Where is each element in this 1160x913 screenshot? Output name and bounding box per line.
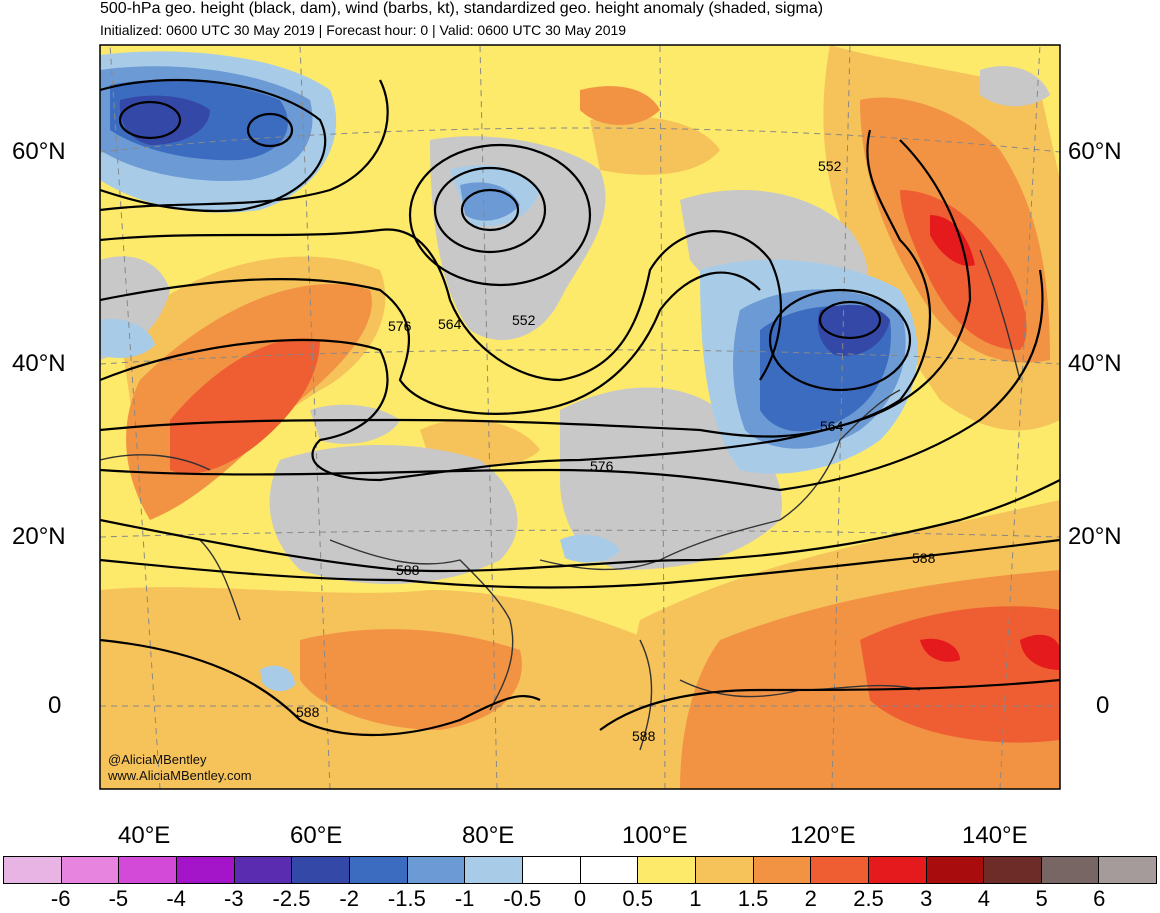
colorbar-segment	[292, 857, 350, 883]
colorbar-segment	[61, 857, 120, 883]
credit-handle: @AliciaMBentley	[108, 752, 207, 767]
colorbar-segment	[695, 857, 754, 883]
contour-label: 552	[818, 158, 842, 174]
map-title: 500-hPa geo. height (black, dam), wind (…	[100, 0, 824, 17]
colorbar-tick-label: -1.5	[387, 886, 426, 911]
contour-label: 588	[296, 704, 320, 720]
colorbar-tick-label: 1	[689, 886, 702, 911]
lon-label-140e: 140°E	[962, 822, 1028, 849]
colorbar-segment	[811, 857, 869, 883]
colorbar-tick-label: 5	[1035, 886, 1048, 911]
colorbar-segment	[1099, 857, 1157, 883]
lat-label-right-0: 0	[1096, 692, 1110, 719]
colorbar-segment	[349, 857, 408, 883]
colorbar-tick-label: 3	[920, 886, 933, 911]
lat-label-right-40n: 40°N	[1068, 350, 1122, 377]
colorbar-segment	[176, 857, 235, 883]
map-frame	[99, 44, 1061, 790]
lat-label-left-0: 0	[48, 692, 62, 719]
colorbar-segment	[234, 857, 293, 883]
lon-label-80e: 80°E	[462, 822, 515, 849]
contour-label: 588	[396, 562, 420, 578]
colorbar-tick-label: 0.5	[622, 886, 653, 911]
colorbar-segment	[119, 857, 177, 883]
colorbar-segment	[926, 857, 985, 883]
colorbar-segment	[4, 857, 62, 883]
colorbar-tick-label: 6	[1093, 886, 1106, 911]
contour-label: 576	[590, 458, 614, 474]
contour-label: 576	[388, 318, 412, 334]
lon-label-100e: 100°E	[622, 822, 688, 849]
lat-label-left-60n: 60°N	[12, 138, 66, 165]
lon-label-40e: 40°E	[118, 822, 171, 849]
graticule	[100, 45, 1060, 789]
colorbar-segment	[580, 857, 639, 883]
colorbar-tick-label: -5	[108, 886, 129, 911]
colorbar-tick-label: -1	[454, 886, 475, 911]
colorbar-tick-label: -4	[166, 886, 186, 911]
colorbar-tick-label: -3	[224, 886, 244, 911]
colorbar-tick-label: 2	[804, 886, 817, 911]
colorbar-segment	[984, 857, 1042, 883]
colorbar-tick-label: -2.5	[272, 886, 311, 911]
colorbar-tick-label: -2	[339, 886, 359, 911]
colorbar-tick-label: 0	[573, 886, 587, 911]
colorbar-segment	[1041, 857, 1100, 883]
contour-label: 552	[512, 312, 536, 328]
colorbar-tick-label: 1.5	[737, 886, 769, 911]
colorbar-segment	[407, 857, 466, 883]
contour-label: 564	[820, 418, 844, 434]
credit-website: www.AliciaMBentley.com	[108, 768, 252, 783]
colorbar-segment	[522, 857, 581, 883]
contour-label: 588	[912, 550, 936, 566]
lon-label-60e: 60°E	[290, 822, 343, 849]
lat-label-left-40n: 40°N	[12, 350, 66, 377]
colorbar-segment	[465, 857, 523, 883]
colorbar-tick-label: -6	[50, 886, 71, 911]
map-subtitle: Initialized: 0600 UTC 30 May 2019 | Fore…	[100, 22, 627, 38]
colorbar-tick-label: 2.5	[853, 886, 884, 911]
colorbar-segment	[638, 857, 696, 883]
contour-label: 564	[438, 316, 462, 332]
colorbar-segment	[868, 857, 927, 883]
lon-label-120e: 120°E	[790, 822, 856, 849]
lat-label-right-20n: 20°N	[1068, 523, 1122, 550]
contour-label: 588	[632, 728, 656, 744]
colorbar	[3, 856, 1157, 884]
colorbar-tick-label: -0.5	[503, 886, 542, 911]
anomaly-region-neg2	[119, 95, 890, 356]
colorbar-tick-label: 4	[977, 886, 991, 911]
height-contours	[100, 78, 1060, 737]
lat-label-right-60n: 60°N	[1068, 138, 1122, 165]
colorbar-segment	[753, 857, 812, 883]
lat-label-left-20n: 20°N	[12, 523, 66, 550]
